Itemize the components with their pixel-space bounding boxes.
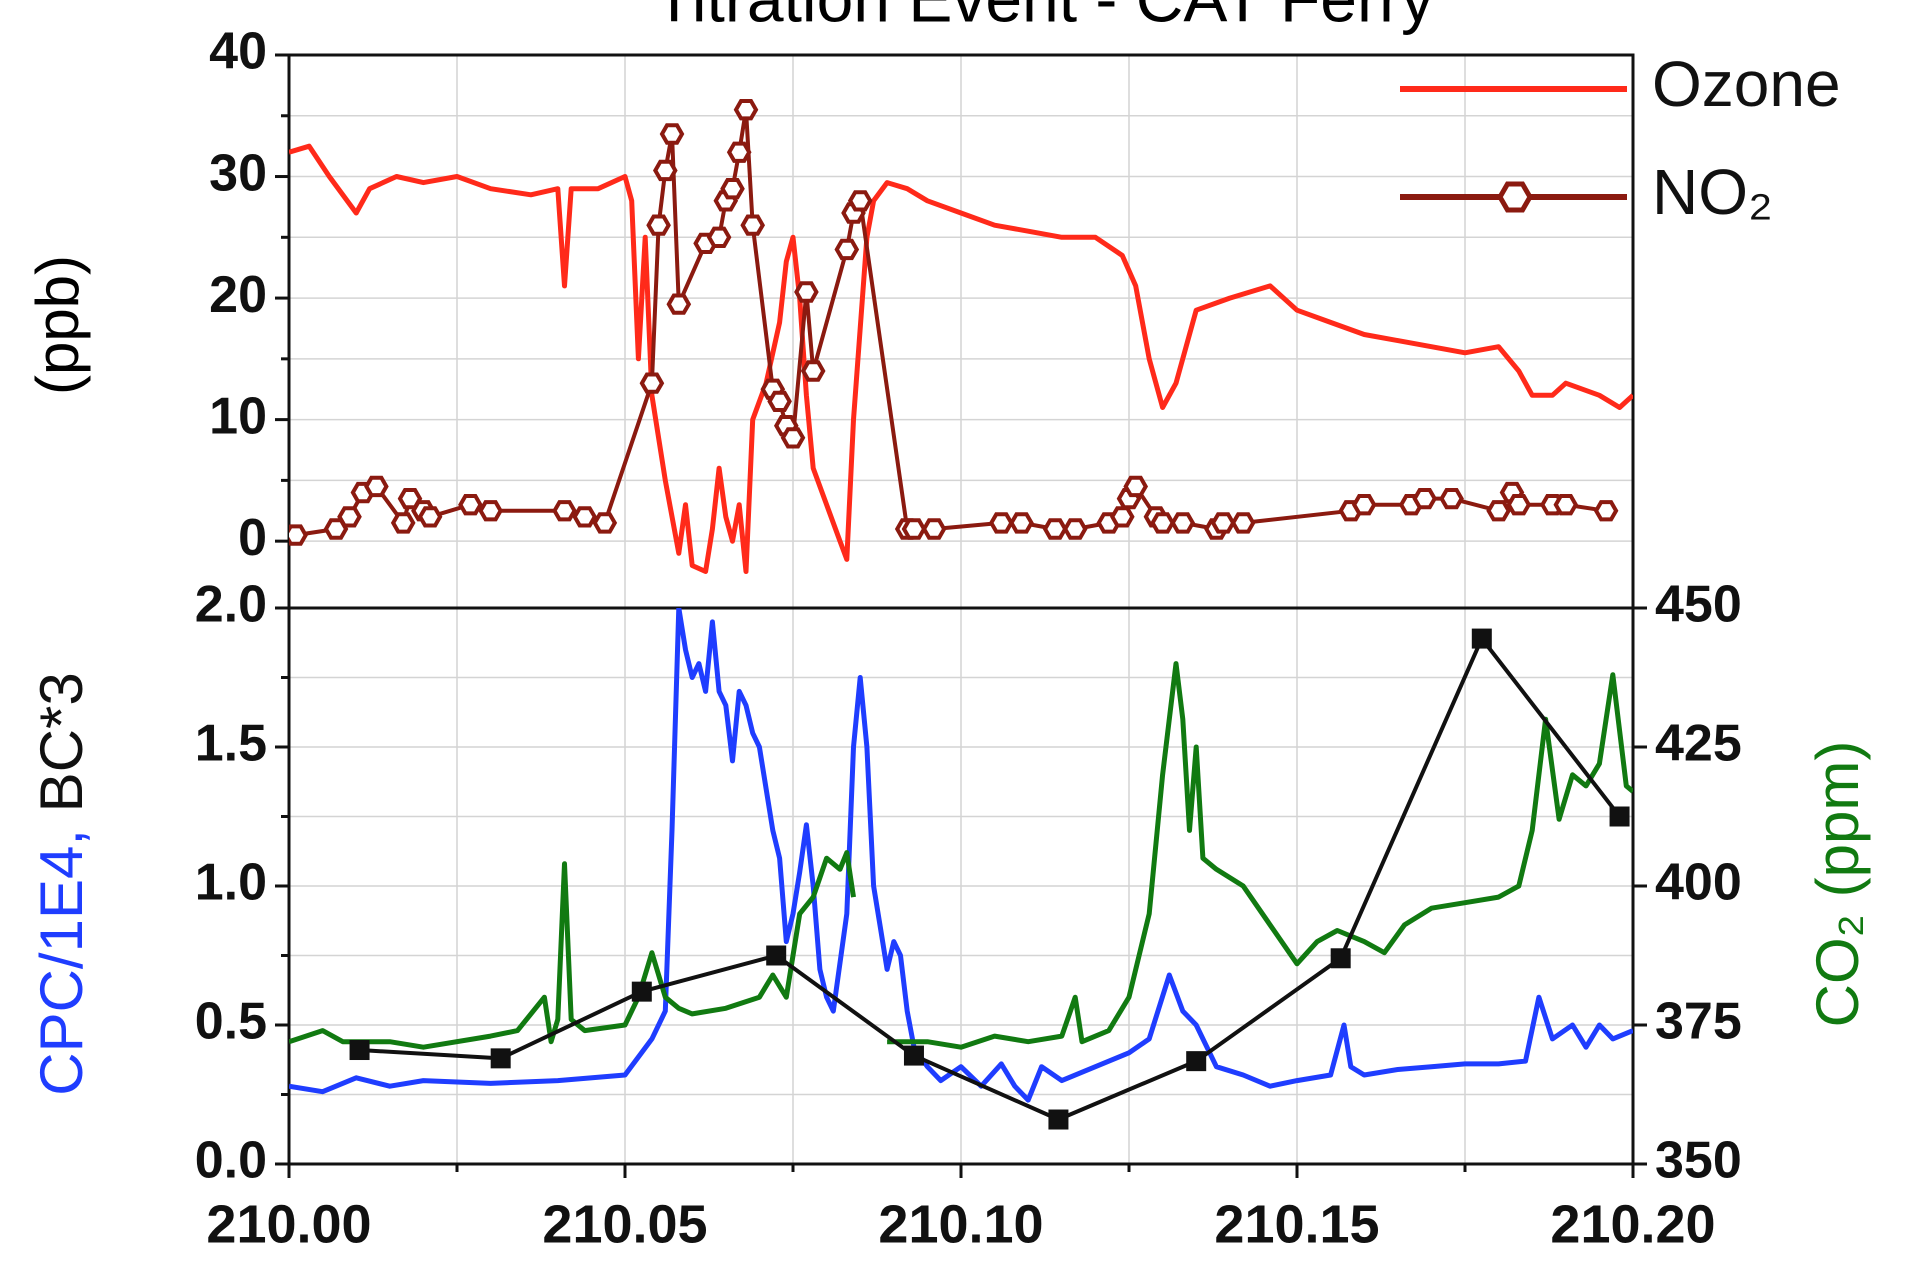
y-tick-label: 40 (209, 23, 267, 81)
data-point (1330, 948, 1351, 969)
data-point (490, 1048, 511, 1069)
data-point (552, 500, 577, 522)
data-point (733, 99, 759, 121)
data-point (1109, 506, 1135, 528)
x-tick-label: 210.20 (1550, 1194, 1715, 1254)
data-point (631, 981, 652, 1002)
x-tick-label: 210.15 (1214, 1194, 1379, 1254)
data-point (800, 360, 826, 382)
data-point (458, 494, 483, 516)
y-tick-label: 0 (238, 509, 267, 567)
series-line (295, 107, 1607, 538)
data-point (720, 178, 745, 200)
data-point (1471, 628, 1492, 649)
data-point (740, 214, 766, 236)
data-point (337, 506, 362, 528)
data-point (767, 390, 792, 412)
x-tick-label: 210.00 (206, 1194, 371, 1254)
chart-title: Titration Event - CAT Ferry (654, 0, 1434, 35)
data-point (726, 141, 752, 163)
data-point (289, 524, 309, 546)
data-point (1486, 500, 1511, 522)
x-tick-label: 210.05 (542, 1194, 707, 1254)
y-label-part: BC*3 (28, 672, 95, 812)
data-point (646, 214, 671, 236)
y2-axis-label: CO₂ (ppm) (1804, 741, 1871, 1028)
data-point (901, 518, 927, 540)
y-tick-label: 0.0 (195, 1132, 267, 1190)
series-line (359, 636, 1622, 1122)
data-point (1553, 494, 1579, 516)
data-point (1593, 500, 1619, 522)
y2-tick-label: 400 (1655, 854, 1742, 912)
data-point (847, 190, 873, 212)
y-axis-label: CPC/1E4, BC*3 (28, 672, 95, 1096)
data-point (592, 512, 618, 534)
y2-tick-label: 425 (1655, 715, 1742, 773)
data-point (766, 945, 787, 966)
data-point (659, 123, 685, 145)
data-point (1609, 806, 1630, 827)
data-point (652, 159, 678, 182)
series-group (289, 608, 1633, 1130)
series-line (289, 608, 1633, 1103)
data-point (1186, 1051, 1207, 1072)
data-point (1506, 494, 1532, 516)
data-point (903, 1045, 924, 1066)
data-point (1048, 1109, 1069, 1130)
data-point (1042, 518, 1068, 540)
data-point (1170, 512, 1196, 534)
data-point (1009, 512, 1034, 534)
data-point (1123, 475, 1149, 498)
data-point (666, 293, 692, 315)
series-line (289, 143, 1633, 574)
y-tick-label: 20 (209, 266, 267, 324)
data-point (1230, 512, 1256, 534)
y-tick-label: 1.0 (195, 854, 267, 912)
data-point (1439, 488, 1464, 510)
data-point (794, 281, 819, 303)
y-tick-label: 2.0 (195, 576, 267, 634)
data-point (706, 226, 732, 248)
data-point (834, 238, 860, 261)
y-tick-label: 10 (209, 387, 267, 445)
legend-label: NO₂ (1652, 156, 1773, 228)
x-tick-label: 210.10 (878, 1194, 1043, 1254)
data-point (921, 518, 947, 540)
data-point (478, 500, 503, 522)
data-point (1150, 512, 1175, 534)
data-point (1351, 494, 1377, 516)
y2-tick-label: 350 (1655, 1132, 1742, 1190)
series-group (289, 99, 1633, 574)
legend-label: Ozone (1652, 48, 1841, 120)
data-point (1412, 488, 1438, 510)
data-point (988, 512, 1014, 534)
data-point (572, 506, 598, 528)
data-point (1210, 512, 1236, 534)
y-label-part: CPC/1E4, (28, 829, 95, 1096)
legend-marker (1497, 181, 1533, 213)
data-point (364, 475, 389, 498)
y-axis-label: (ppb) (24, 255, 91, 395)
data-point (349, 1040, 370, 1061)
data-point (417, 506, 443, 528)
data-point (780, 427, 806, 449)
data-point (1062, 518, 1088, 540)
y-tick-label: 30 (209, 144, 267, 202)
data-point (639, 372, 665, 394)
data-point (390, 512, 416, 534)
y2-tick-label: 375 (1655, 993, 1742, 1051)
y-tick-label: 0.5 (195, 993, 267, 1051)
y-tick-label: 1.5 (195, 715, 267, 773)
y2-tick-label: 450 (1655, 576, 1742, 634)
